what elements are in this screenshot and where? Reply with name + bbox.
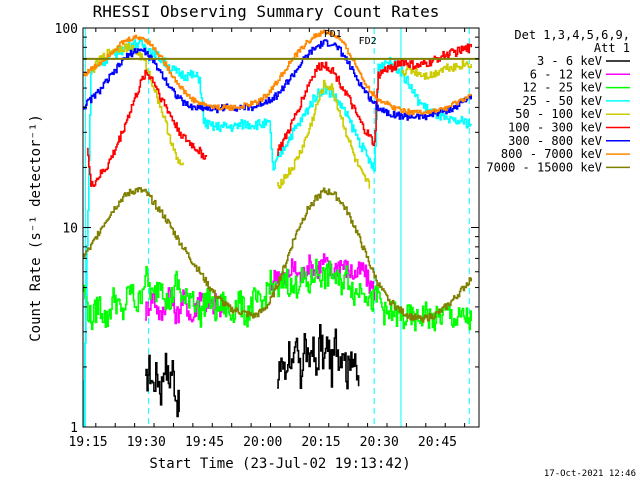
x-tick-label: 19:45 [185,435,224,450]
footer-date: 17-Oct-2021 12:46 [544,469,636,479]
x-tick-label: 19:15 [68,435,107,450]
legend-header-line-2: Att 1 [594,41,630,55]
x-tick-label: 19:30 [127,435,166,450]
series-3-6kev [145,324,360,418]
legend-label: 300 - 800 keV [508,134,602,148]
legend-header-line-1: Det 1,3,4,5,6,9, [514,28,630,42]
legend-label: 6 - 12 keV [530,67,602,81]
legend-label: 12 - 25 keV [523,81,602,95]
series-800-7000kev [83,29,472,116]
annotation-fd2: FD2 [359,36,377,47]
legend-label: 50 - 100 keV [515,107,602,121]
x-tick-label: 20:00 [243,435,282,450]
annotation-fd1: FD1 [324,29,342,40]
y-axis: 1 10 100 [55,22,479,436]
series-100-300kev [86,43,472,187]
chart-title: RHESSI Observing Summary Count Rates [93,2,440,21]
plot-area: FD1 FD2 [83,28,479,427]
legend-label: 3 - 6 keV [537,54,602,68]
x-axis: 19:15 19:30 19:45 20:00 20:15 20:30 20:45 [68,28,466,450]
x-tick-label: 20:30 [360,435,399,450]
series-300-800kev [83,39,472,121]
x-tick-label: 20:15 [301,435,340,450]
series-50-100kev [90,43,472,189]
legend-label: 25 - 50 keV [523,94,602,108]
y-tick-label: 10 [62,222,78,237]
legend-label: 7000 - 15000 keV [486,160,602,174]
series-7000-15000kev [83,187,472,323]
legend-label: 800 - 7000 keV [501,147,602,161]
x-tick-label: 20:45 [418,435,457,450]
y-axis-label: Count Rate (s⁻¹ detector⁻¹) [28,114,44,342]
legend-label: 100 - 300 keV [508,121,602,135]
y-tick-label: 1 [70,421,78,436]
x-axis-label: Start Time (23-Jul-02 19:13:42) [149,456,410,472]
y-tick-label: 100 [55,22,78,37]
